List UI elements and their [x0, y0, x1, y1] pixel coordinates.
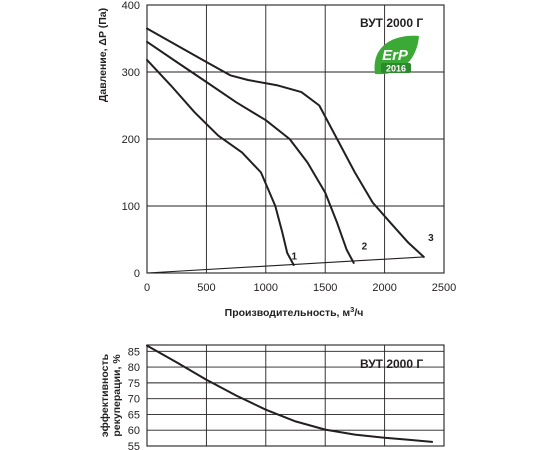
efficiency-chart-frame — [146, 344, 445, 447]
pressure-curve-3 — [146, 27, 425, 258]
pressure-x-tick-label: 2500 — [432, 282, 456, 294]
curve-labels: 1 2 3 — [292, 233, 435, 263]
pressure-x-tick-label: 2000 — [372, 282, 396, 294]
efficiency-y-tick-label: 55 — [128, 441, 140, 450]
efficiency-y-tick-label: 75 — [128, 378, 140, 390]
efficiency-y-tick-label: 70 — [128, 394, 140, 406]
pressure-y-tick-label: 100 — [122, 201, 140, 213]
pressure-series — [146, 27, 425, 274]
pressure-chart: 0 500 1000 1500 2000 2500 0 100 200 300 400 1 2 3 ВУ… — [97, 0, 456, 319]
efficiency-y-axis-label-line-1: эффективность — [99, 353, 111, 437]
curve-label-3: 3 — [428, 233, 434, 244]
efficiency-curve — [146, 344, 434, 443]
pressure-chart-frame — [146, 4, 445, 274]
pressure-x-tick-label: 0 — [144, 282, 150, 294]
curve-label-2: 2 — [362, 242, 368, 253]
efficiency-grid — [147, 345, 444, 446]
efficiency-y-tick-label: 60 — [128, 425, 140, 437]
pressure-y-tick-label: 300 — [122, 67, 140, 79]
efficiency-chart-title: ВУТ 2000 Г — [360, 357, 423, 371]
efficiency-y-tick-label: 65 — [128, 409, 140, 421]
pressure-x-tick-label: 1500 — [313, 282, 337, 294]
efficiency-y-tick-label: 80 — [128, 362, 140, 374]
pressure-curve-2 — [146, 40, 355, 264]
curve-label-1: 1 — [292, 252, 298, 263]
pressure-y-tick-label: 400 — [122, 0, 140, 12]
pressure-x-tick-label: 1000 — [254, 282, 278, 294]
pressure-y-tick-label: 0 — [134, 268, 140, 280]
efficiency-tick-labels: 55 60 65 70 75 80 85 — [128, 346, 140, 450]
erp-badge-year: 2016 — [386, 64, 406, 74]
pressure-x-tick-label: 500 — [197, 282, 215, 294]
efficiency-y-axis-label-line-2: рекуперации, % — [111, 354, 123, 437]
pressure-x-axis-label: Производительность, м3/ч — [225, 305, 364, 319]
efficiency-series — [146, 344, 434, 443]
pressure-tick-labels: 0 500 1000 1500 2000 2500 0 100 200 300 400 — [122, 0, 457, 294]
pressure-chart-title: ВУТ 2000 Г — [360, 16, 423, 30]
pressure-y-axis-label: Давление, ΔP (Па) — [97, 8, 109, 102]
erp-badge-text: ErP — [382, 47, 409, 64]
erp-2016-badge: ErP 2016 — [374, 35, 419, 75]
efficiency-y-tick-label: 85 — [128, 346, 140, 358]
pressure-y-tick-label: 200 — [122, 134, 140, 146]
pressure-curve-1 — [146, 58, 295, 266]
erp-year-band — [381, 63, 411, 73]
system-resistance-line — [146, 256, 424, 274]
